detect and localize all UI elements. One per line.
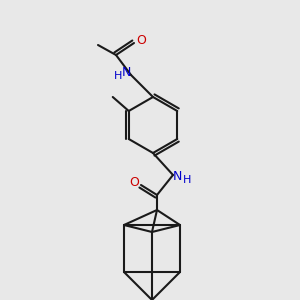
Text: N: N: [172, 169, 182, 182]
Text: H: H: [183, 175, 191, 185]
Text: N: N: [121, 65, 131, 79]
Text: H: H: [114, 71, 122, 81]
Text: O: O: [129, 176, 139, 190]
Text: O: O: [136, 34, 146, 47]
